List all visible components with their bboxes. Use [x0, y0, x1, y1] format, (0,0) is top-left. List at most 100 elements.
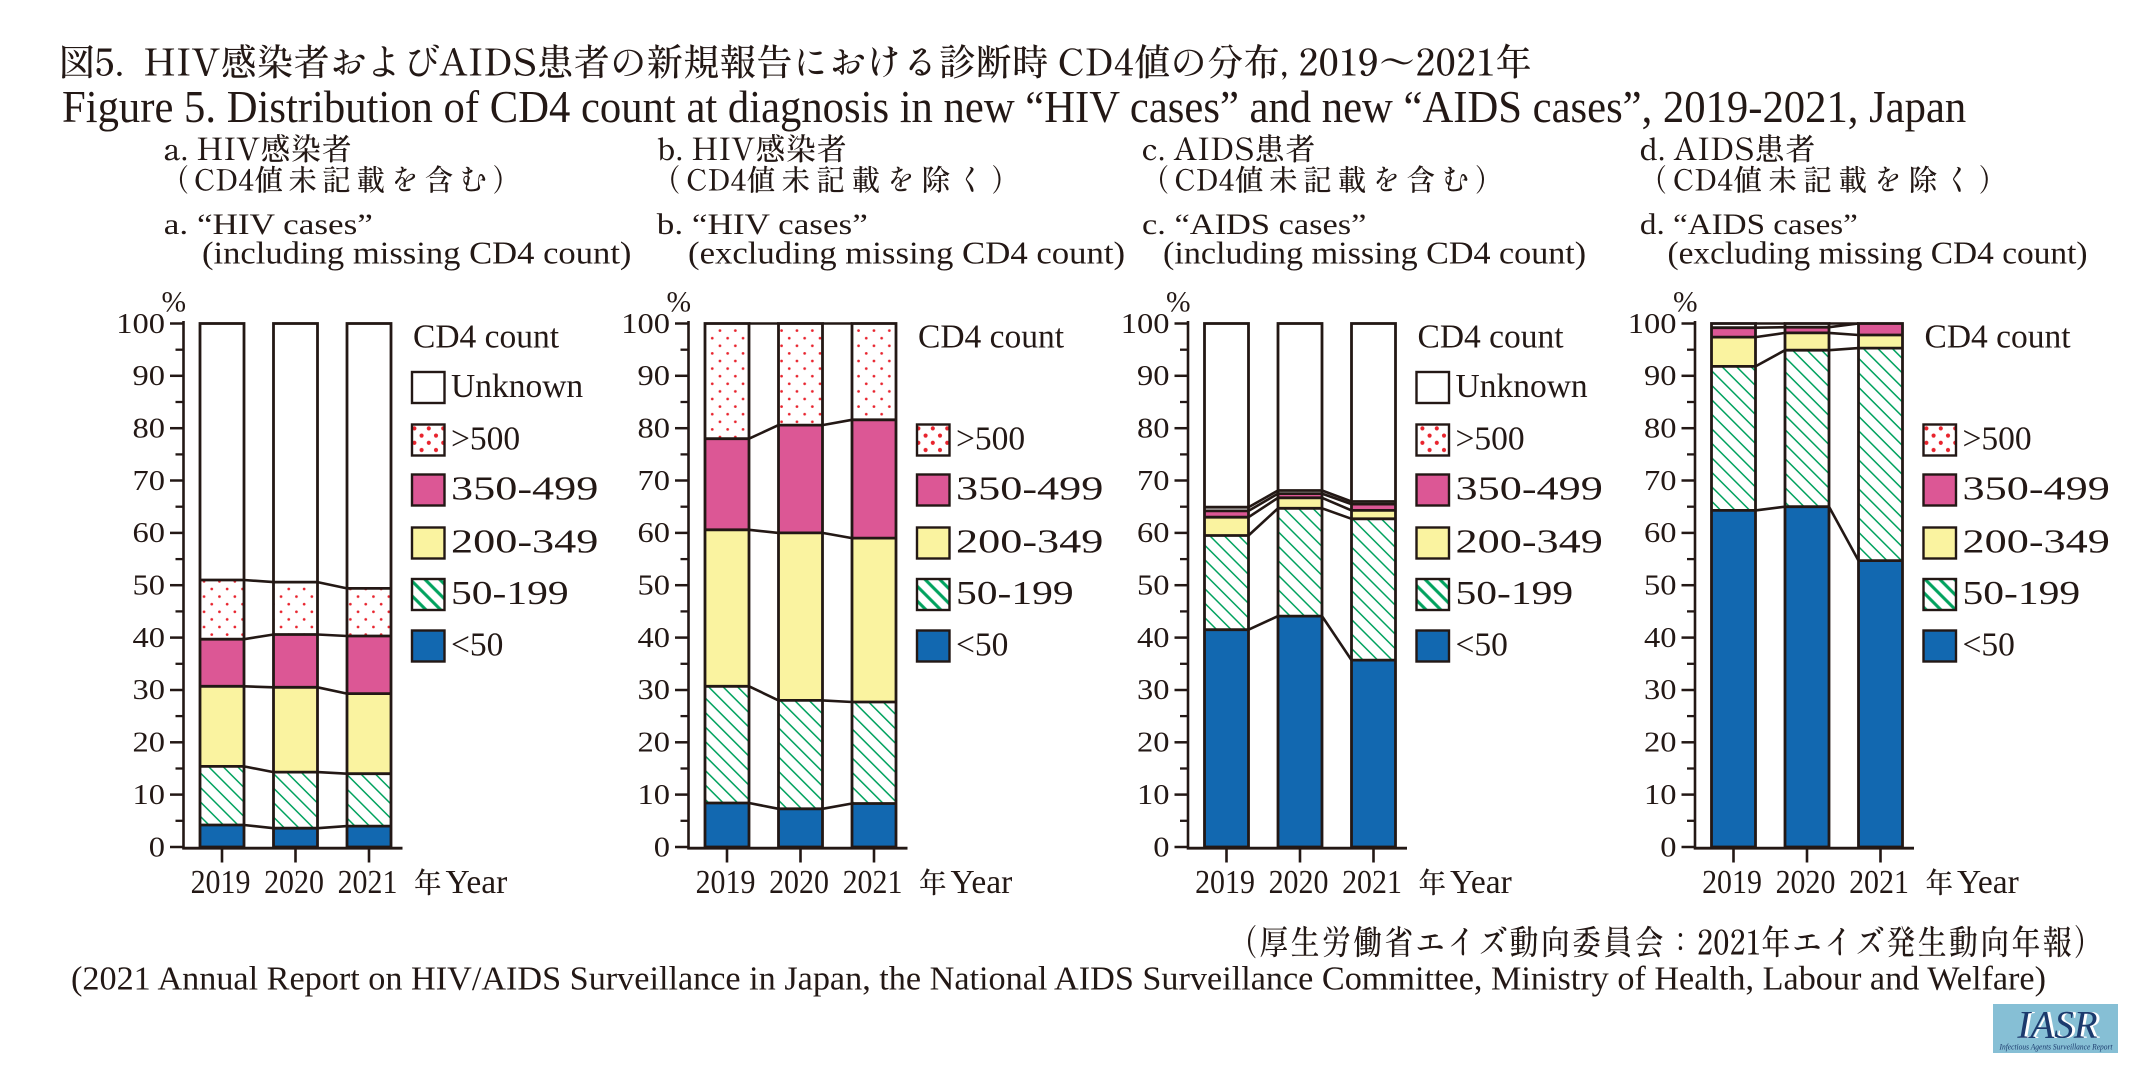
svg-text:90: 90 — [133, 360, 165, 391]
svg-text:<50: <50 — [451, 626, 503, 663]
svg-text:90: 90 — [638, 360, 670, 391]
svg-text:10: 10 — [638, 779, 670, 810]
svg-text:0: 0 — [1153, 831, 1169, 862]
svg-text:200-349: 200-349 — [956, 523, 1103, 560]
svg-text:2019: 2019 — [696, 862, 756, 900]
svg-text:<50: <50 — [1963, 626, 2015, 663]
svg-text:50-199: 50-199 — [1456, 575, 1574, 612]
svg-text:(including missing CD4 count): (including missing CD4 count) — [1163, 236, 1586, 271]
svg-text:(including missing CD4 count): (including missing CD4 count) — [202, 236, 631, 271]
svg-text:>500: >500 — [451, 420, 520, 457]
svg-text:%: % — [667, 287, 692, 319]
svg-text:50: 50 — [1644, 570, 1676, 601]
svg-text:350-499: 350-499 — [1963, 470, 2110, 507]
svg-text:200-349: 200-349 — [1963, 523, 2110, 560]
svg-text:80: 80 — [1644, 413, 1676, 444]
svg-text:100: 100 — [621, 308, 670, 339]
svg-text:2021: 2021 — [1342, 862, 1402, 900]
svg-text:>500: >500 — [1456, 420, 1525, 457]
svg-text:40: 40 — [638, 622, 670, 653]
svg-text:20: 20 — [1137, 727, 1169, 758]
svg-text:20: 20 — [638, 727, 670, 758]
svg-text:100: 100 — [1628, 308, 1677, 339]
svg-text:50: 50 — [638, 570, 670, 601]
svg-text:<50: <50 — [956, 626, 1008, 663]
svg-text:50-199: 50-199 — [451, 575, 569, 612]
svg-text:%: % — [1166, 287, 1191, 319]
svg-text:70: 70 — [638, 465, 670, 496]
svg-text:70: 70 — [1137, 465, 1169, 496]
svg-text:Infectious Agents Surveillance: Infectious Agents Surveillance Report — [1999, 1042, 2113, 1052]
svg-text:a. “HIV cases”: a. “HIV cases” — [164, 208, 373, 241]
svg-text:CD4 count: CD4 count — [1418, 319, 1565, 356]
svg-text:IASR: IASR — [2016, 1004, 2097, 1047]
svg-text:Unknown: Unknown — [451, 368, 583, 405]
svg-text:50-199: 50-199 — [1963, 575, 2081, 612]
svg-text:20: 20 — [1644, 727, 1676, 758]
svg-text:70: 70 — [1644, 465, 1676, 496]
svg-text:2021: 2021 — [843, 862, 903, 900]
svg-text:350-499: 350-499 — [1456, 470, 1603, 507]
svg-text:30: 30 — [133, 674, 165, 705]
svg-text:CD4 count: CD4 count — [1925, 319, 2072, 356]
svg-text:(excluding missing CD4 count): (excluding missing CD4 count) — [688, 236, 1125, 271]
svg-text:50: 50 — [133, 570, 165, 601]
svg-text:90: 90 — [1644, 360, 1676, 391]
svg-text:(2021 Annual Report on HIV/AID: (2021 Annual Report on HIV/AIDS Surveill… — [71, 961, 2046, 998]
svg-text:10: 10 — [1644, 779, 1676, 810]
svg-text:(excluding missing CD4 count): (excluding missing CD4 count) — [1668, 236, 2088, 271]
svg-text:2019: 2019 — [1195, 862, 1255, 900]
svg-text:60: 60 — [638, 517, 670, 548]
svg-text:50-199: 50-199 — [956, 575, 1074, 612]
svg-text:Unknown: Unknown — [1456, 368, 1588, 405]
svg-text:100: 100 — [116, 308, 165, 339]
svg-text:200-349: 200-349 — [1456, 523, 1603, 560]
svg-text:2021: 2021 — [1849, 862, 1909, 900]
svg-text:30: 30 — [638, 674, 670, 705]
svg-text:90: 90 — [1137, 360, 1169, 391]
svg-text:IASR: IASR — [2019, 1004, 2100, 1047]
svg-text:2020: 2020 — [1776, 862, 1836, 900]
svg-text:50: 50 — [1137, 570, 1169, 601]
svg-text:200-349: 200-349 — [451, 523, 598, 560]
svg-text:%: % — [1673, 287, 1698, 319]
svg-text:Figure 5. Distribution of CD4: Figure 5. Distribution of CD4 count at d… — [62, 81, 1966, 133]
svg-text:2019: 2019 — [1702, 862, 1762, 900]
svg-text:CD4 count: CD4 count — [918, 319, 1065, 356]
svg-text:0: 0 — [1660, 831, 1676, 862]
svg-text:Year: Year — [951, 864, 1013, 901]
svg-text:CD4 count: CD4 count — [413, 319, 560, 356]
svg-text:30: 30 — [1137, 674, 1169, 705]
svg-text:60: 60 — [133, 517, 165, 548]
svg-text:Year: Year — [446, 864, 508, 901]
svg-text:10: 10 — [133, 779, 165, 810]
svg-text:<50: <50 — [1456, 626, 1508, 663]
svg-text:0: 0 — [149, 831, 165, 862]
svg-text:80: 80 — [638, 413, 670, 444]
svg-text:20: 20 — [133, 727, 165, 758]
svg-text:40: 40 — [1137, 622, 1169, 653]
svg-text:c. “AIDS cases”: c. “AIDS cases” — [1142, 207, 1366, 240]
svg-text:2020: 2020 — [769, 862, 829, 900]
svg-text:40: 40 — [133, 622, 165, 653]
svg-text:Year: Year — [1450, 864, 1512, 901]
svg-text:Year: Year — [1957, 864, 2019, 901]
svg-text:b. “HIV cases”: b. “HIV cases” — [657, 208, 868, 241]
svg-text:60: 60 — [1137, 517, 1169, 548]
svg-text:0: 0 — [654, 831, 670, 862]
svg-text:80: 80 — [1137, 413, 1169, 444]
svg-text:d. “AIDS cases”: d. “AIDS cases” — [1640, 207, 1858, 240]
svg-text:10: 10 — [1137, 779, 1169, 810]
svg-text:350-499: 350-499 — [451, 470, 598, 507]
svg-text:100: 100 — [1121, 308, 1170, 339]
svg-text:>500: >500 — [956, 420, 1025, 457]
svg-text:2019: 2019 — [191, 862, 251, 900]
svg-text:70: 70 — [133, 465, 165, 496]
svg-text:>500: >500 — [1963, 420, 2032, 457]
svg-text:60: 60 — [1644, 517, 1676, 548]
svg-text:2020: 2020 — [264, 862, 324, 900]
svg-text:350-499: 350-499 — [956, 470, 1103, 507]
svg-text:2021: 2021 — [338, 862, 398, 900]
svg-text:30: 30 — [1644, 674, 1676, 705]
svg-text:2020: 2020 — [1269, 862, 1329, 900]
